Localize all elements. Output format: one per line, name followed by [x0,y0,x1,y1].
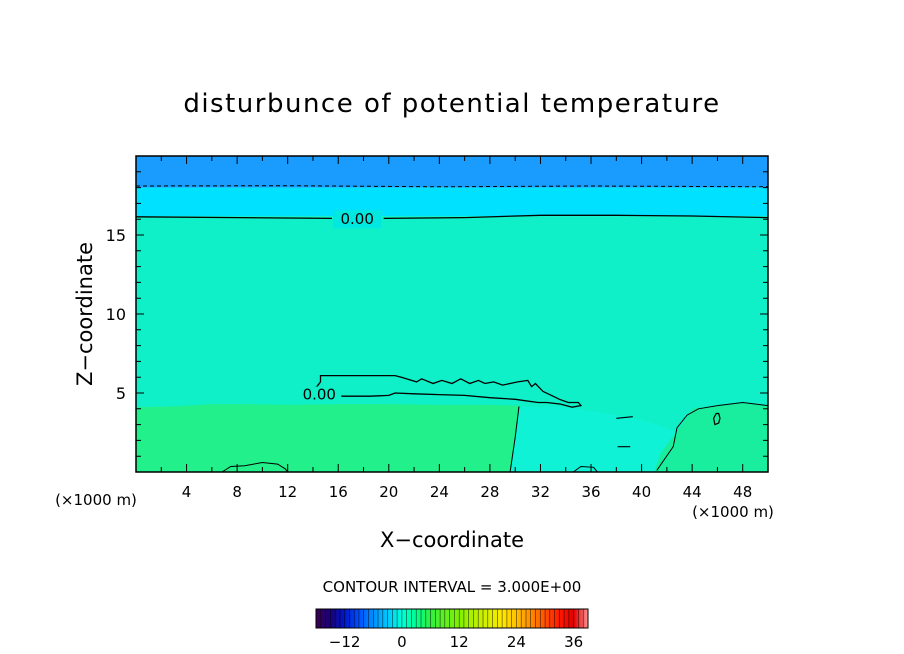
colorbar-gradient [315,608,589,629]
axis-ticks [136,156,768,472]
region-anomaly [654,402,768,472]
y-axis-label: Z−coordinate [73,242,97,386]
colorbar-labels: −12 0 12 24 36 [329,633,583,651]
contour-label-bg [297,386,342,403]
colorbar-ticks [320,609,584,628]
colorbar-tick-label: 36 [564,633,583,651]
y-tick-labels: 5 10 15 [106,226,126,403]
x-tick-label: 28 [480,483,499,501]
x-axis-label: X−coordinate [380,528,524,552]
y-tick-label: 10 [106,305,126,324]
region-transition-layer [136,187,768,217]
contour-line-zero-upper [135,214,769,220]
plot-area: 0.00 0.00 [135,155,769,473]
x-tick-label: 44 [683,483,702,501]
tick-marks [136,156,768,472]
x-tick-label: 8 [232,483,242,501]
chart-title: disturbunce of potential temperature [183,89,720,119]
contour-interval-label: CONTOUR INTERVAL = 3.000E+00 [323,578,582,596]
x-tick-label: 36 [581,483,600,501]
contour-line-bottom [221,461,598,473]
x-tick-label: 12 [278,483,297,501]
x-tick-label: 20 [379,483,398,501]
x-tick-label: 40 [632,483,651,501]
x-tick-label: 48 [733,483,752,501]
colorbar-tick-label: 24 [507,633,526,651]
contour-line-zero-lower [306,374,583,408]
x-tick-label: 16 [329,483,348,501]
contour-label-lower: 0.00 [303,386,336,404]
x-unit-left: (×1000 m) [55,491,137,509]
x-tick-labels: 4 8 12 16 20 24 28 32 36 40 44 48 [182,483,752,501]
contour-label-bg [333,210,382,229]
colorbar-tick-label: 12 [450,633,469,651]
x-tick-label: 4 [182,483,192,501]
contour-label-upper: 0.00 [340,210,373,228]
region-upper-layer [136,156,768,188]
contour-dashed-line [135,185,769,188]
contour-line-right [656,401,769,471]
colorbar-tick-label: 0 [397,633,407,651]
contour-island [616,412,721,448]
colorbar-tick-label: −12 [329,633,361,651]
region-lower-layer [136,404,519,472]
x-unit-right: (×1000 m) [692,503,774,521]
y-tick-label: 15 [106,226,126,245]
x-tick-label: 32 [531,483,550,501]
y-tick-label: 5 [116,384,126,403]
contour-line-diagonal [509,406,520,473]
x-tick-label: 24 [430,483,449,501]
colorbar [315,608,589,629]
region-plume [510,406,686,472]
